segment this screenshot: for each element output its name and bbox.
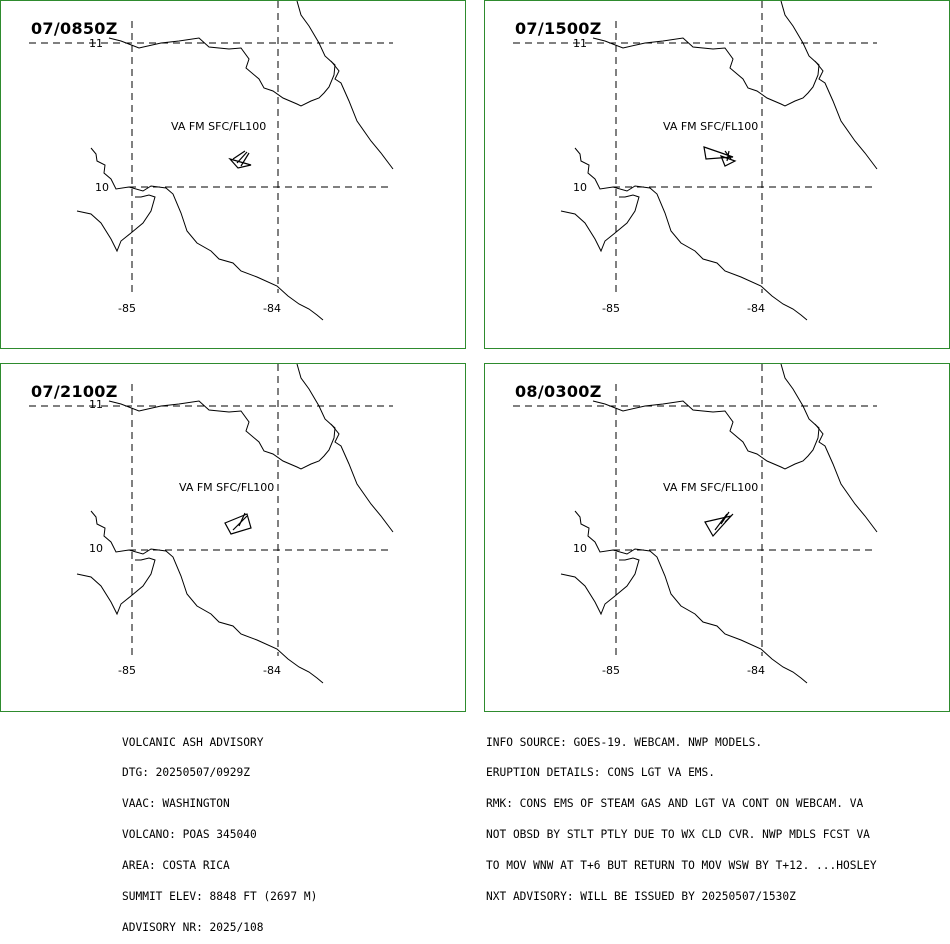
- map-canvas: VA FM SFC/FL100 11 10 -85 -84: [29, 364, 394, 684]
- advisory-line: ADVISORY NR: 2025/108: [122, 920, 264, 934]
- lon-label-84: -84: [747, 302, 765, 315]
- graticule: [29, 1, 393, 293]
- lon-label-85: -85: [602, 302, 620, 315]
- lat-label-11: 11: [573, 37, 587, 50]
- lat-label-10: 10: [573, 542, 587, 555]
- panel-valid-time: 07/0850Z: [31, 19, 118, 38]
- map-canvas: VA FM SFC/FL100 11 10 -85 -84: [513, 1, 878, 321]
- remarks-line: ERUPTION DETAILS: CONS LGT VA EMS.: [486, 766, 716, 780]
- advisory-line: VAAC: WASHINGTON: [122, 797, 230, 811]
- ash-altitude-label: VA FM SFC/FL100: [171, 120, 266, 133]
- remarks-line: RMK: CONS EMS OF STEAM GAS AND LGT VA CO…: [486, 797, 864, 811]
- lat-label-11: 11: [89, 37, 103, 50]
- panel-valid-time: 08/0300Z: [515, 382, 602, 401]
- advisory-line: AREA: COSTA RICA: [122, 859, 230, 873]
- coastline: [76, 1, 394, 321]
- map-canvas: VA FM SFC/FL100 11 10 -85 -84: [29, 1, 394, 321]
- lat-label-10: 10: [573, 181, 587, 194]
- lat-label-10: 10: [89, 542, 103, 555]
- panel-valid-time: 07/2100Z: [31, 382, 118, 401]
- lon-label-84: -84: [747, 664, 765, 677]
- graticule: [29, 364, 393, 656]
- lon-label-85: -85: [118, 302, 136, 315]
- map-panel-1500z: VA FM SFC/FL100 11 10 -85 -84 07/1500Z: [484, 0, 950, 349]
- lon-label-84: -84: [263, 302, 281, 315]
- advisory-line: VOLCANO: POAS 345040: [122, 828, 257, 842]
- map-canvas: VA FM SFC/FL100 10 -85 -84: [513, 364, 878, 684]
- map-panel-2100z: VA FM SFC/FL100 11 10 -85 -84 07/2100Z: [0, 363, 466, 712]
- remarks-line: NXT ADVISORY: WILL BE ISSUED BY 20250507…: [486, 890, 796, 904]
- ash-cloud-outline: [224, 512, 252, 535]
- ash-cloud-outline: [228, 150, 252, 169]
- advisory-line: DTG: 20250507/0929Z: [122, 766, 250, 780]
- ash-altitude-label: VA FM SFC/FL100: [179, 481, 274, 494]
- map-panel-0300z: VA FM SFC/FL100 10 -85 -84 08/0300Z: [484, 363, 950, 712]
- map-panel-0850z: VA FM SFC/FL100 11 10 -85 -84 07/0850Z: [0, 0, 466, 349]
- remarks-block: INFO SOURCE: GOES-19. WEBCAM. NWP MODELS…: [486, 717, 877, 913]
- ash-altitude-label: VA FM SFC/FL100: [663, 481, 758, 494]
- coastline: [560, 1, 878, 321]
- lat-label-10: 10: [95, 181, 109, 194]
- lon-label-85: -85: [118, 664, 136, 677]
- advisory-line: SUMMIT ELEV: 8848 FT (2697 M): [122, 890, 318, 904]
- graticule: [513, 364, 877, 656]
- coastline: [76, 364, 394, 684]
- ash-cloud-outline: [704, 511, 734, 538]
- remarks-line: TO MOV WNW AT T+6 BUT RETURN TO MOV WSW …: [486, 859, 877, 873]
- lon-label-84: -84: [263, 664, 281, 677]
- graticule: [513, 1, 877, 293]
- ash-cloud-outline: [703, 146, 737, 167]
- advisory-line: VOLCANIC ASH ADVISORY: [122, 735, 264, 749]
- panel-valid-time: 07/1500Z: [515, 19, 602, 38]
- ash-altitude-label: VA FM SFC/FL100: [663, 120, 758, 133]
- remarks-line: NOT OBSD BY STLT PTLY DUE TO WX CLD CVR.…: [486, 828, 870, 842]
- advisory-header-block: VOLCANIC ASH ADVISORY DTG: 20250507/0929…: [122, 717, 317, 944]
- coastline: [560, 364, 878, 684]
- lat-label-11: 11: [89, 398, 103, 411]
- lon-label-85: -85: [602, 664, 620, 677]
- remarks-line: INFO SOURCE: GOES-19. WEBCAM. NWP MODELS…: [486, 735, 763, 749]
